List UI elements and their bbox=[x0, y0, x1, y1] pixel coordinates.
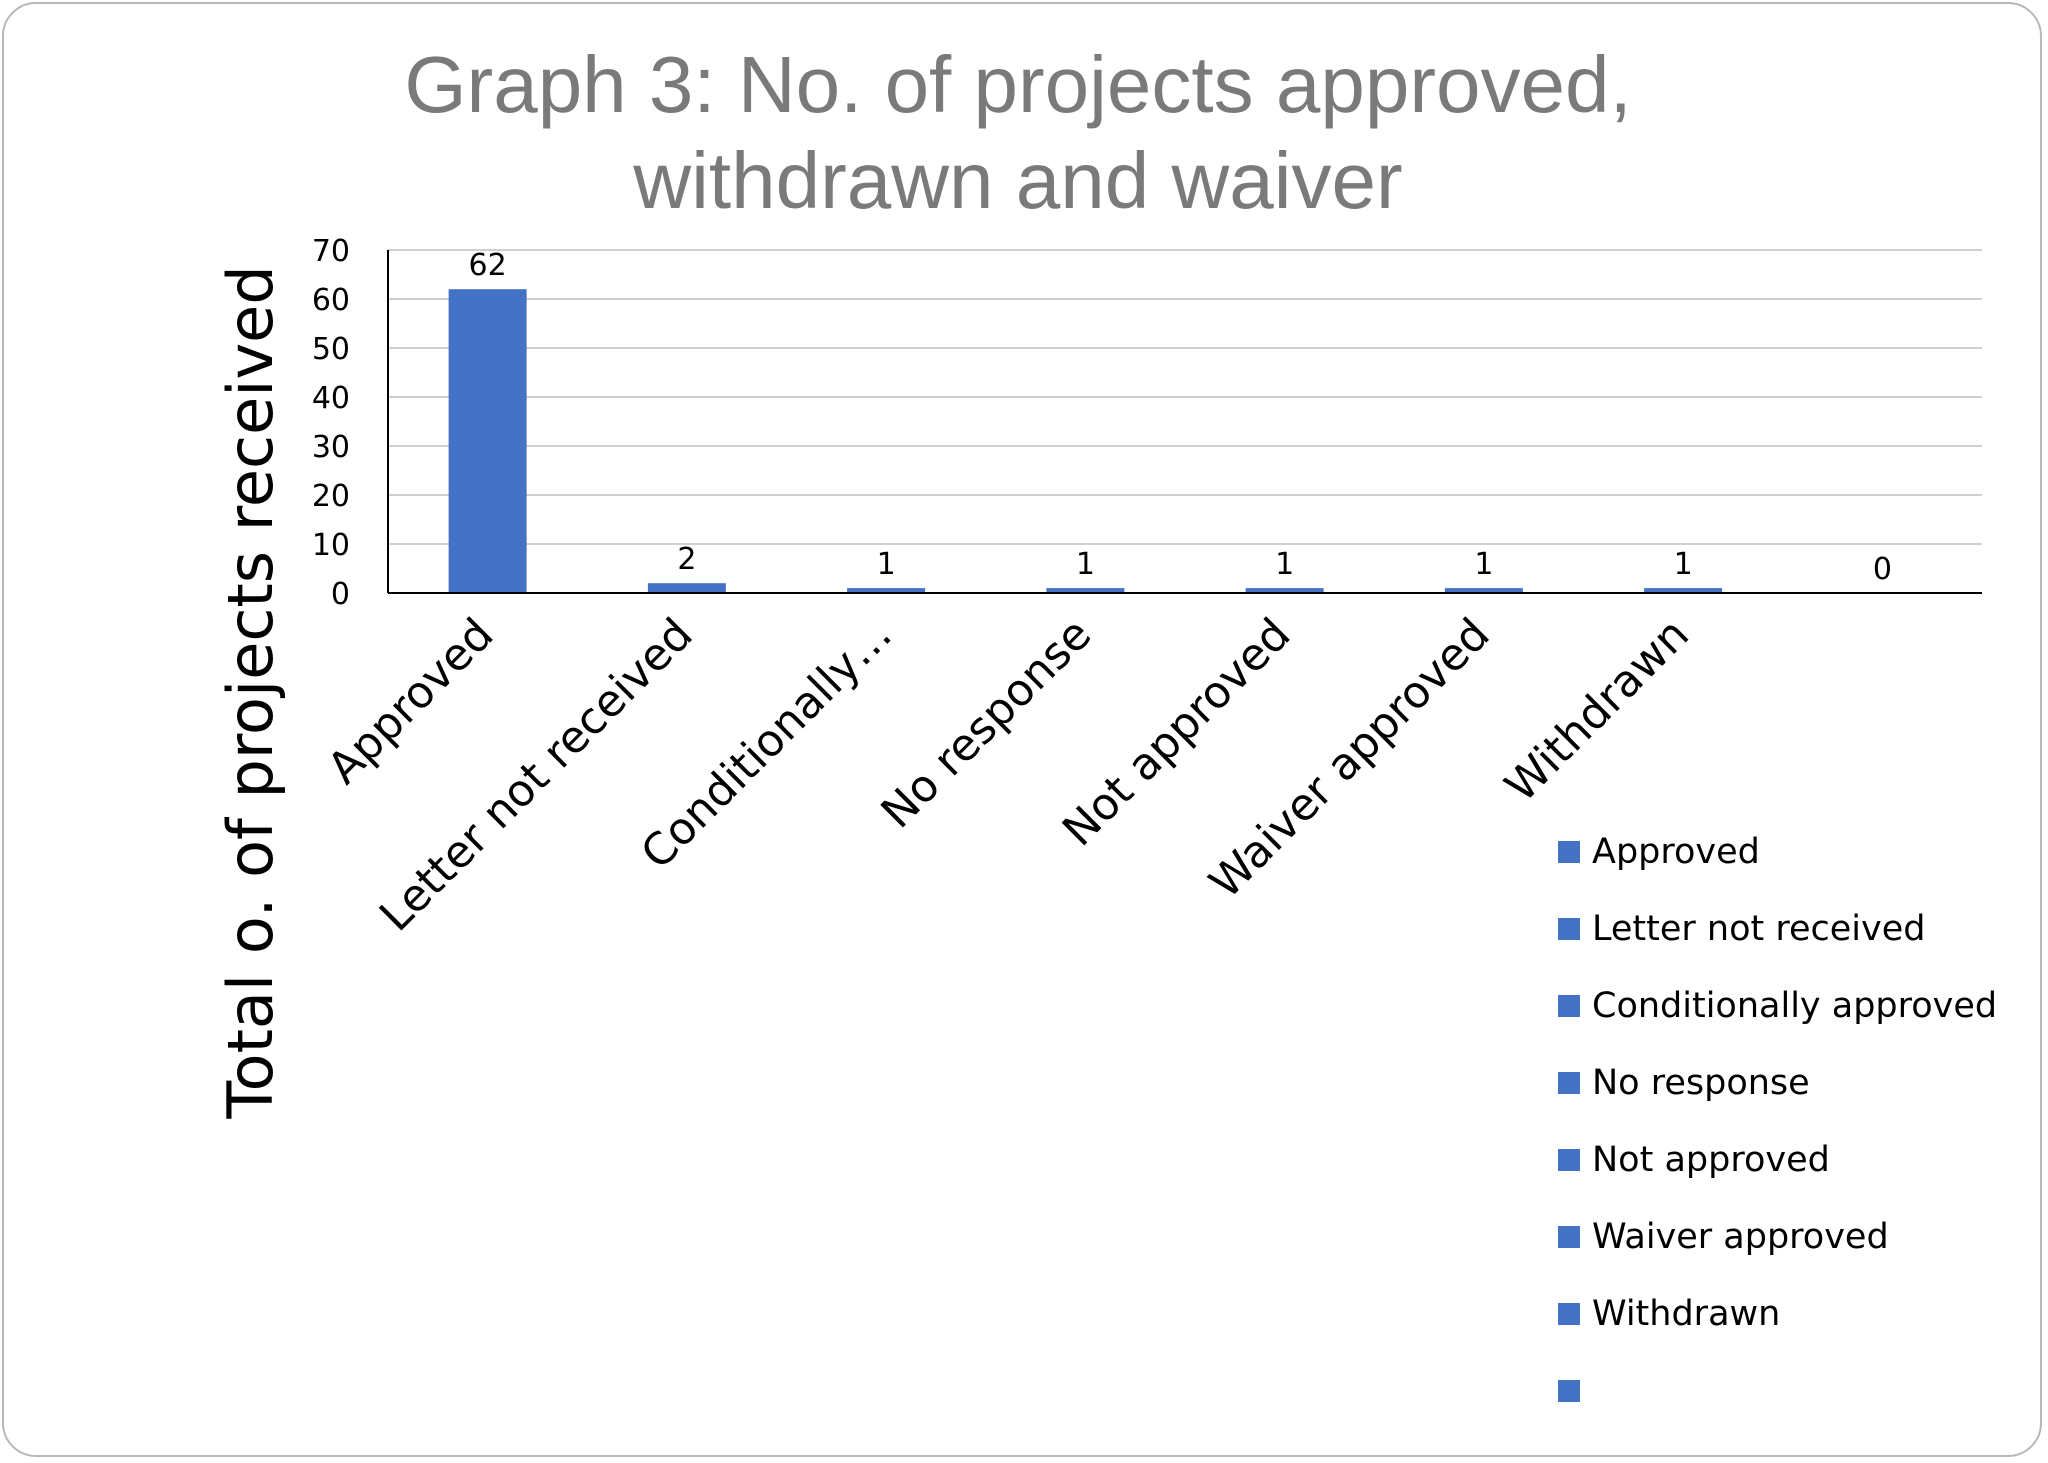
y-tick-label: 10 bbox=[312, 528, 350, 563]
data-label: 0 bbox=[1873, 552, 1892, 587]
data-label: 1 bbox=[1674, 547, 1693, 582]
bar bbox=[1046, 588, 1125, 593]
gridlines bbox=[388, 249, 1982, 545]
data-label: 1 bbox=[1474, 547, 1493, 582]
category-label: Withdrawn bbox=[1495, 609, 1698, 812]
legend-swatch bbox=[1558, 1149, 1580, 1171]
legend-entry: Letter not received bbox=[1592, 909, 1925, 949]
y-tick-label: 30 bbox=[312, 430, 350, 465]
y-tick-label: 0 bbox=[331, 577, 350, 612]
y-tick-label: 70 bbox=[312, 234, 350, 269]
legend-swatch bbox=[1558, 1072, 1580, 1094]
bar bbox=[1644, 588, 1723, 593]
category-label: No response bbox=[872, 609, 1102, 839]
legend-entry: Waiver approved bbox=[1592, 1217, 1889, 1257]
legend-swatch bbox=[1558, 995, 1580, 1017]
bar bbox=[647, 583, 726, 593]
y-axis-label: Total o. of projects received bbox=[214, 265, 287, 1119]
data-label: 1 bbox=[1076, 547, 1095, 582]
y-tick-label: 60 bbox=[312, 283, 350, 318]
legend-swatch bbox=[1558, 1226, 1580, 1248]
legend-swatch bbox=[1558, 1303, 1580, 1325]
data-label: 1 bbox=[1275, 547, 1294, 582]
legend-entry: No response bbox=[1592, 1063, 1810, 1103]
bar bbox=[1444, 588, 1523, 593]
legend-entry: Withdrawn bbox=[1592, 1294, 1780, 1334]
bar bbox=[448, 289, 527, 593]
bar bbox=[847, 588, 926, 593]
chart-title-line-1: Graph 3: No. of projects approved, bbox=[404, 40, 1631, 129]
data-labels: 62 2 1 1 1 1 1 0 bbox=[469, 248, 1892, 587]
legend-entry: Conditionally approved bbox=[1592, 986, 1997, 1026]
data-label: 1 bbox=[877, 547, 896, 582]
y-tick-label: 50 bbox=[312, 332, 350, 367]
legend-swatch bbox=[1558, 918, 1580, 940]
legend-swatch bbox=[1558, 1380, 1580, 1402]
y-tick-labels: 0 10 20 30 40 50 60 70 bbox=[312, 234, 350, 612]
legend-swatch bbox=[1558, 841, 1580, 863]
legend: Approved Letter not received Conditionally… bbox=[1558, 832, 1997, 1402]
axes bbox=[387, 250, 1982, 594]
y-tick-label: 40 bbox=[312, 381, 350, 416]
legend-entry: Approved bbox=[1592, 832, 1760, 872]
category-label: Approved bbox=[318, 609, 503, 794]
legend-entry: Not approved bbox=[1592, 1140, 1830, 1180]
data-label: 62 bbox=[469, 248, 507, 283]
bar bbox=[1245, 588, 1324, 593]
y-tick-label: 20 bbox=[312, 479, 350, 514]
data-label: 2 bbox=[677, 542, 696, 577]
chart-title-line-2: withdrawn and waiver bbox=[632, 136, 1402, 225]
bars bbox=[448, 289, 1723, 593]
